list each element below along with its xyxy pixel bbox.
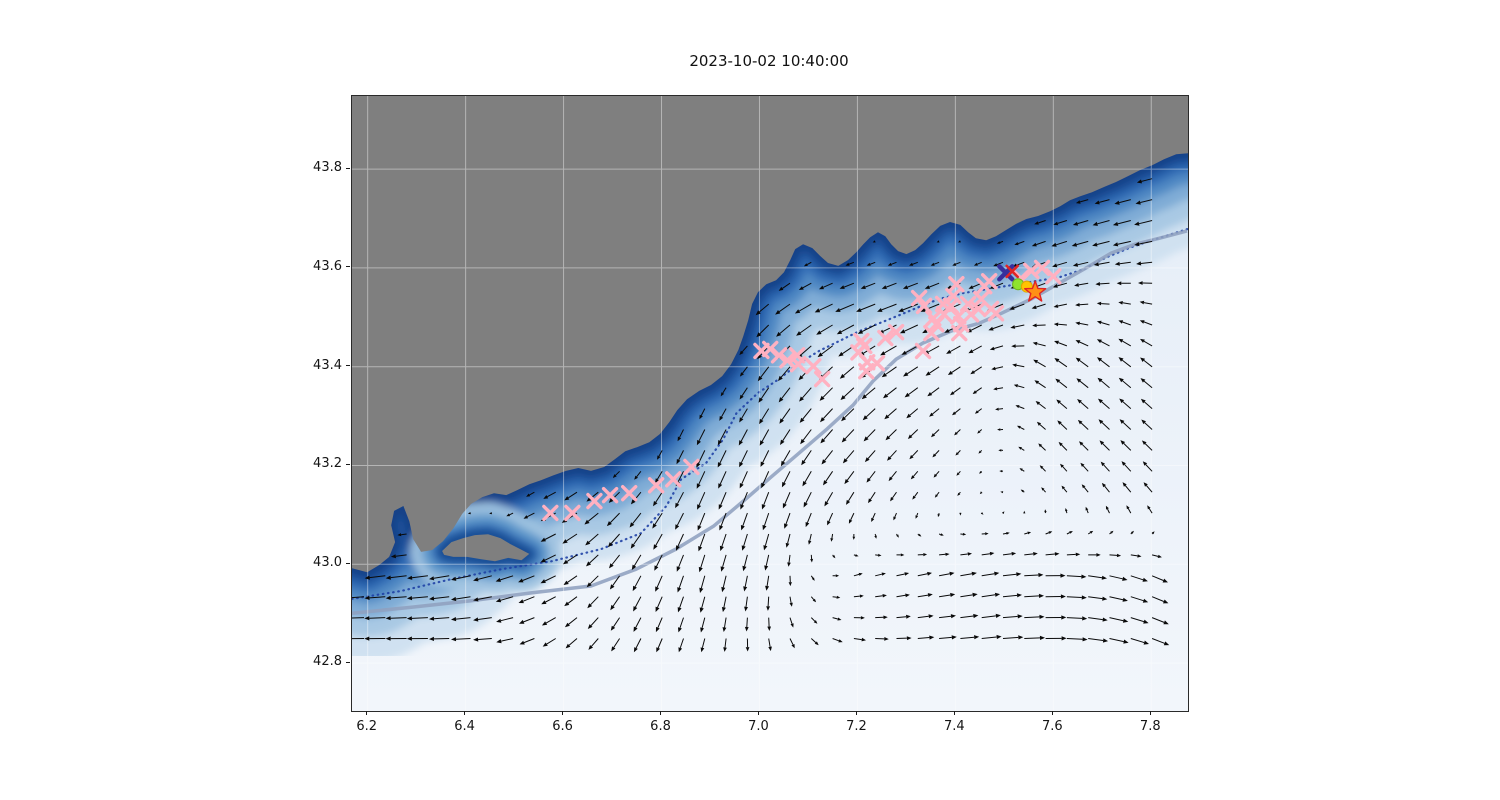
x-tick-label: 6.4 bbox=[454, 719, 475, 734]
x-tick-mark bbox=[953, 711, 955, 715]
map-plot-area bbox=[351, 95, 1189, 712]
y-tick-mark bbox=[346, 562, 350, 564]
y-tick-label: 43.4 bbox=[313, 357, 342, 373]
x-tick-label: 7.6 bbox=[1041, 719, 1063, 734]
x-tick-mark bbox=[1051, 711, 1053, 715]
land-mass bbox=[352, 96, 1188, 573]
x-tick-mark bbox=[855, 711, 857, 715]
y-tick-label: 42.8 bbox=[313, 654, 342, 670]
plot-title: 2023-10-02 10:40:00 bbox=[689, 52, 849, 70]
grid-lines bbox=[352, 96, 1188, 711]
map-quiver-chart bbox=[352, 96, 1188, 711]
x-tick-label: 7.8 bbox=[1139, 719, 1161, 734]
y-tick-mark bbox=[346, 266, 350, 268]
current-quiver-arrows bbox=[352, 178, 1165, 649]
y-tick-label: 43.0 bbox=[313, 555, 342, 571]
x-tick-mark bbox=[757, 711, 759, 715]
x-tick-mark bbox=[660, 711, 662, 715]
x-tick-mark bbox=[1149, 711, 1151, 715]
x-tick-label: 6.8 bbox=[650, 719, 671, 734]
y-tick-label: 43.8 bbox=[313, 160, 342, 176]
island-land bbox=[442, 534, 530, 562]
outer-slate-contour bbox=[352, 229, 1188, 615]
x-tick-label: 7.0 bbox=[748, 719, 769, 734]
orange-star-marker bbox=[1024, 280, 1047, 302]
x-tick-label: 7.4 bbox=[944, 719, 965, 734]
y-tick-label: 43.6 bbox=[313, 258, 342, 274]
x-tick-mark bbox=[464, 711, 466, 715]
y-tick-label: 43.2 bbox=[313, 456, 342, 472]
y-tick-mark bbox=[346, 463, 350, 465]
x-tick-label: 6.2 bbox=[356, 719, 378, 734]
y-tick-mark bbox=[346, 167, 350, 169]
y-tick-mark bbox=[346, 365, 350, 367]
x-tick-mark bbox=[366, 711, 368, 715]
red-cross-marker bbox=[1005, 264, 1019, 279]
x-tick-label: 6.6 bbox=[552, 719, 573, 734]
drifter-track-x-markers bbox=[542, 259, 1062, 522]
x-tick-mark bbox=[562, 711, 564, 715]
y-tick-mark bbox=[346, 661, 350, 663]
x-tick-label: 7.2 bbox=[846, 719, 867, 734]
